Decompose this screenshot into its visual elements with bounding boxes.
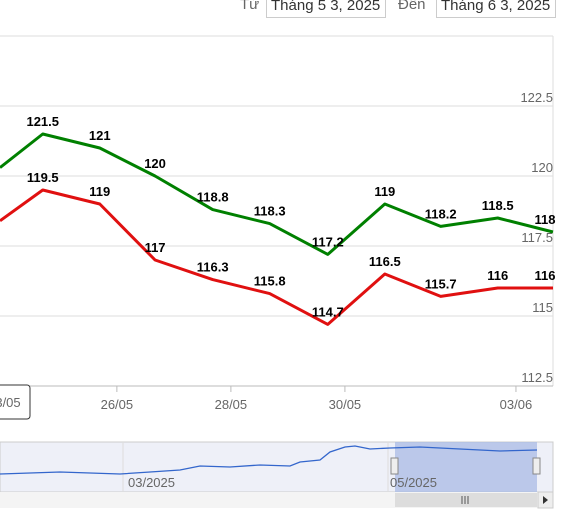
navigator-line	[0, 445, 538, 475]
data-label: 118.8	[197, 190, 229, 205]
y-tick-label: 122.5	[520, 90, 553, 105]
data-label: 118	[535, 212, 556, 227]
navigator-label: 03/2025	[128, 475, 175, 490]
series-line	[0, 188, 553, 326]
data-label: 117	[145, 240, 166, 255]
to-label: Đến	[398, 0, 426, 13]
from-date-input[interactable]: Tháng 5 3, 2025	[266, 0, 386, 18]
scroll-arrow	[543, 496, 548, 504]
data-label: 121	[89, 128, 111, 143]
data-label: 116.5	[369, 254, 401, 269]
y-tick-label: 112.5	[521, 370, 553, 385]
navigator-handle[interactable]	[390, 457, 399, 475]
data-label: 116	[487, 268, 508, 283]
data-label: 117.2	[312, 234, 344, 249]
data-label: 120	[144, 156, 166, 171]
x-tick-label: 28/05	[215, 397, 248, 412]
cursor-date: 3/05	[0, 395, 21, 410]
data-label: 121.5	[26, 114, 59, 129]
from-label: Từ	[240, 0, 260, 13]
to-date-input[interactable]: Tháng 6 3, 2025	[436, 0, 556, 18]
y-tick-label: 117.5	[521, 230, 553, 245]
data-label: 116.3	[197, 260, 229, 275]
data-label: 119.5	[27, 170, 59, 185]
cursor-date-box	[0, 384, 31, 420]
y-tick-label: 120	[531, 160, 553, 175]
data-label: 118.2	[425, 206, 457, 221]
series-line	[0, 132, 554, 256]
x-tick-label: 03/06	[500, 397, 533, 412]
data-label: 115.7	[425, 276, 457, 291]
data-label: 119	[89, 184, 110, 199]
data-label: 119	[374, 184, 395, 199]
data-label: 114.7	[312, 304, 344, 319]
y-tick-label: 115	[532, 300, 553, 315]
x-tick-label: 26/05	[101, 397, 134, 412]
navigator-handle[interactable]	[532, 457, 541, 475]
navigator-label: 05/2025	[390, 475, 437, 490]
x-tick-label: 30/05	[329, 397, 362, 412]
data-label: 116	[535, 268, 556, 283]
data-label: 118.5	[482, 198, 514, 213]
data-label: 118.3	[254, 204, 286, 219]
scrollbar-grip	[461, 496, 469, 504]
scrollbar-thumb[interactable]	[395, 493, 537, 507]
data-label: 115.8	[254, 274, 286, 289]
